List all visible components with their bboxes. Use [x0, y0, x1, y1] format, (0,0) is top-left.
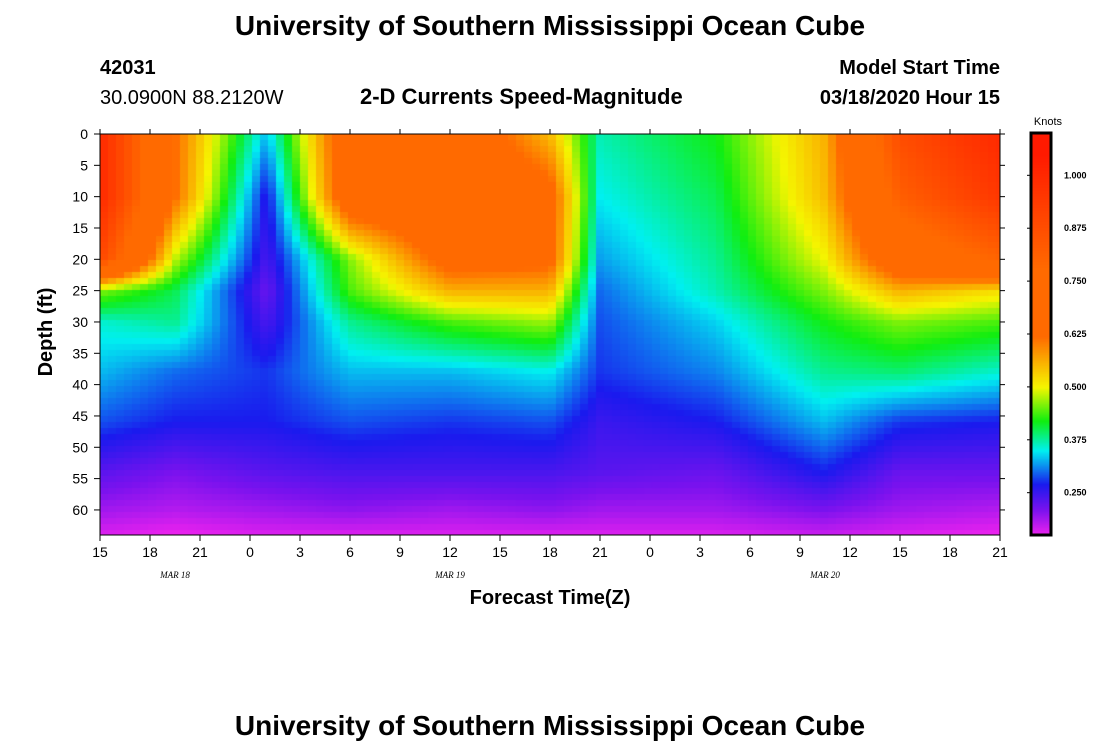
page-title: University of Southern Mississippi Ocean… [234, 10, 866, 41]
colorbar-tick-label: 0.250 [1064, 488, 1087, 498]
y-tick-label: 0 [80, 126, 88, 142]
y-tick-label: 45 [72, 408, 88, 424]
y-tick-label: 40 [72, 377, 88, 393]
colorbar-tick-label: 0.625 [1064, 329, 1087, 339]
x-tick-label: 21 [992, 544, 1008, 560]
colorbar-gradient [1031, 133, 1051, 535]
colorbar-tick-label: 1.000 [1064, 170, 1087, 180]
y-axis: 0 5 10 15 20 25 30 35 40 45 50 55 60 [72, 126, 1005, 518]
x-tick-label: 3 [296, 544, 304, 560]
x-date-label: MAR 19 [434, 570, 465, 580]
station-id: 42031 [100, 57, 156, 79]
y-tick-label: 30 [72, 314, 88, 330]
x-tick-label: 15 [492, 544, 508, 560]
model-start-label: Model Start Time [839, 57, 1000, 79]
x-tick-label: 15 [892, 544, 908, 560]
x-tick-label: 12 [442, 544, 458, 560]
y-tick-label: 15 [72, 220, 88, 236]
y-tick-label: 5 [80, 157, 88, 173]
x-tick-label: 3 [696, 544, 704, 560]
heatmap-image [100, 134, 1000, 535]
colorbar-tick-label: 0.875 [1064, 223, 1087, 233]
x-tick-label: 0 [246, 544, 254, 560]
x-tick-label: 6 [346, 544, 354, 560]
colorbar: 0.250 0.375 0.500 0.625 0.750 0.875 1.000 [1027, 131, 1087, 537]
footer-title: University of Southern Mississippi Ocean… [234, 710, 866, 741]
model-start-value: 03/18/2020 Hour 15 [819, 87, 1000, 109]
y-axis-title: Depth (ft) [35, 288, 57, 377]
chart-title: 2-D Currents Speed-Magnitude [360, 84, 683, 109]
x-tick-label: 18 [542, 544, 558, 560]
x-tick-label: 21 [192, 544, 208, 560]
y-tick-label: 50 [72, 439, 88, 455]
x-axis-title: Forecast Time(Z) [470, 587, 631, 609]
x-tick-label: 9 [796, 544, 804, 560]
colorbar-title: Knots [1034, 116, 1063, 128]
colorbar-tick-label: 0.500 [1064, 382, 1087, 392]
y-tick-label: 10 [72, 189, 88, 205]
y-tick-label: 25 [72, 283, 88, 299]
x-tick-label: 21 [592, 544, 608, 560]
x-date-label: MAR 20 [809, 570, 840, 580]
x-tick-label: 15 [92, 544, 108, 560]
x-tick-label: 18 [942, 544, 958, 560]
colorbar-tick-label: 0.750 [1064, 276, 1087, 286]
station-coords: 30.0900N 88.2120W [100, 87, 284, 109]
y-tick-label: 60 [72, 502, 88, 518]
heatmap-plot [99, 133, 1001, 536]
colorbar-tick-label: 0.375 [1064, 435, 1087, 445]
x-tick-label: 9 [396, 544, 404, 560]
x-tick-label: 6 [746, 544, 754, 560]
y-tick-label: 20 [72, 251, 88, 267]
x-tick-label: 12 [842, 544, 858, 560]
y-tick-label: 35 [72, 345, 88, 361]
x-tick-label: 0 [646, 544, 654, 560]
x-tick-label: 18 [142, 544, 158, 560]
x-date-label: MAR 18 [159, 570, 190, 580]
y-tick-label: 55 [72, 471, 88, 487]
